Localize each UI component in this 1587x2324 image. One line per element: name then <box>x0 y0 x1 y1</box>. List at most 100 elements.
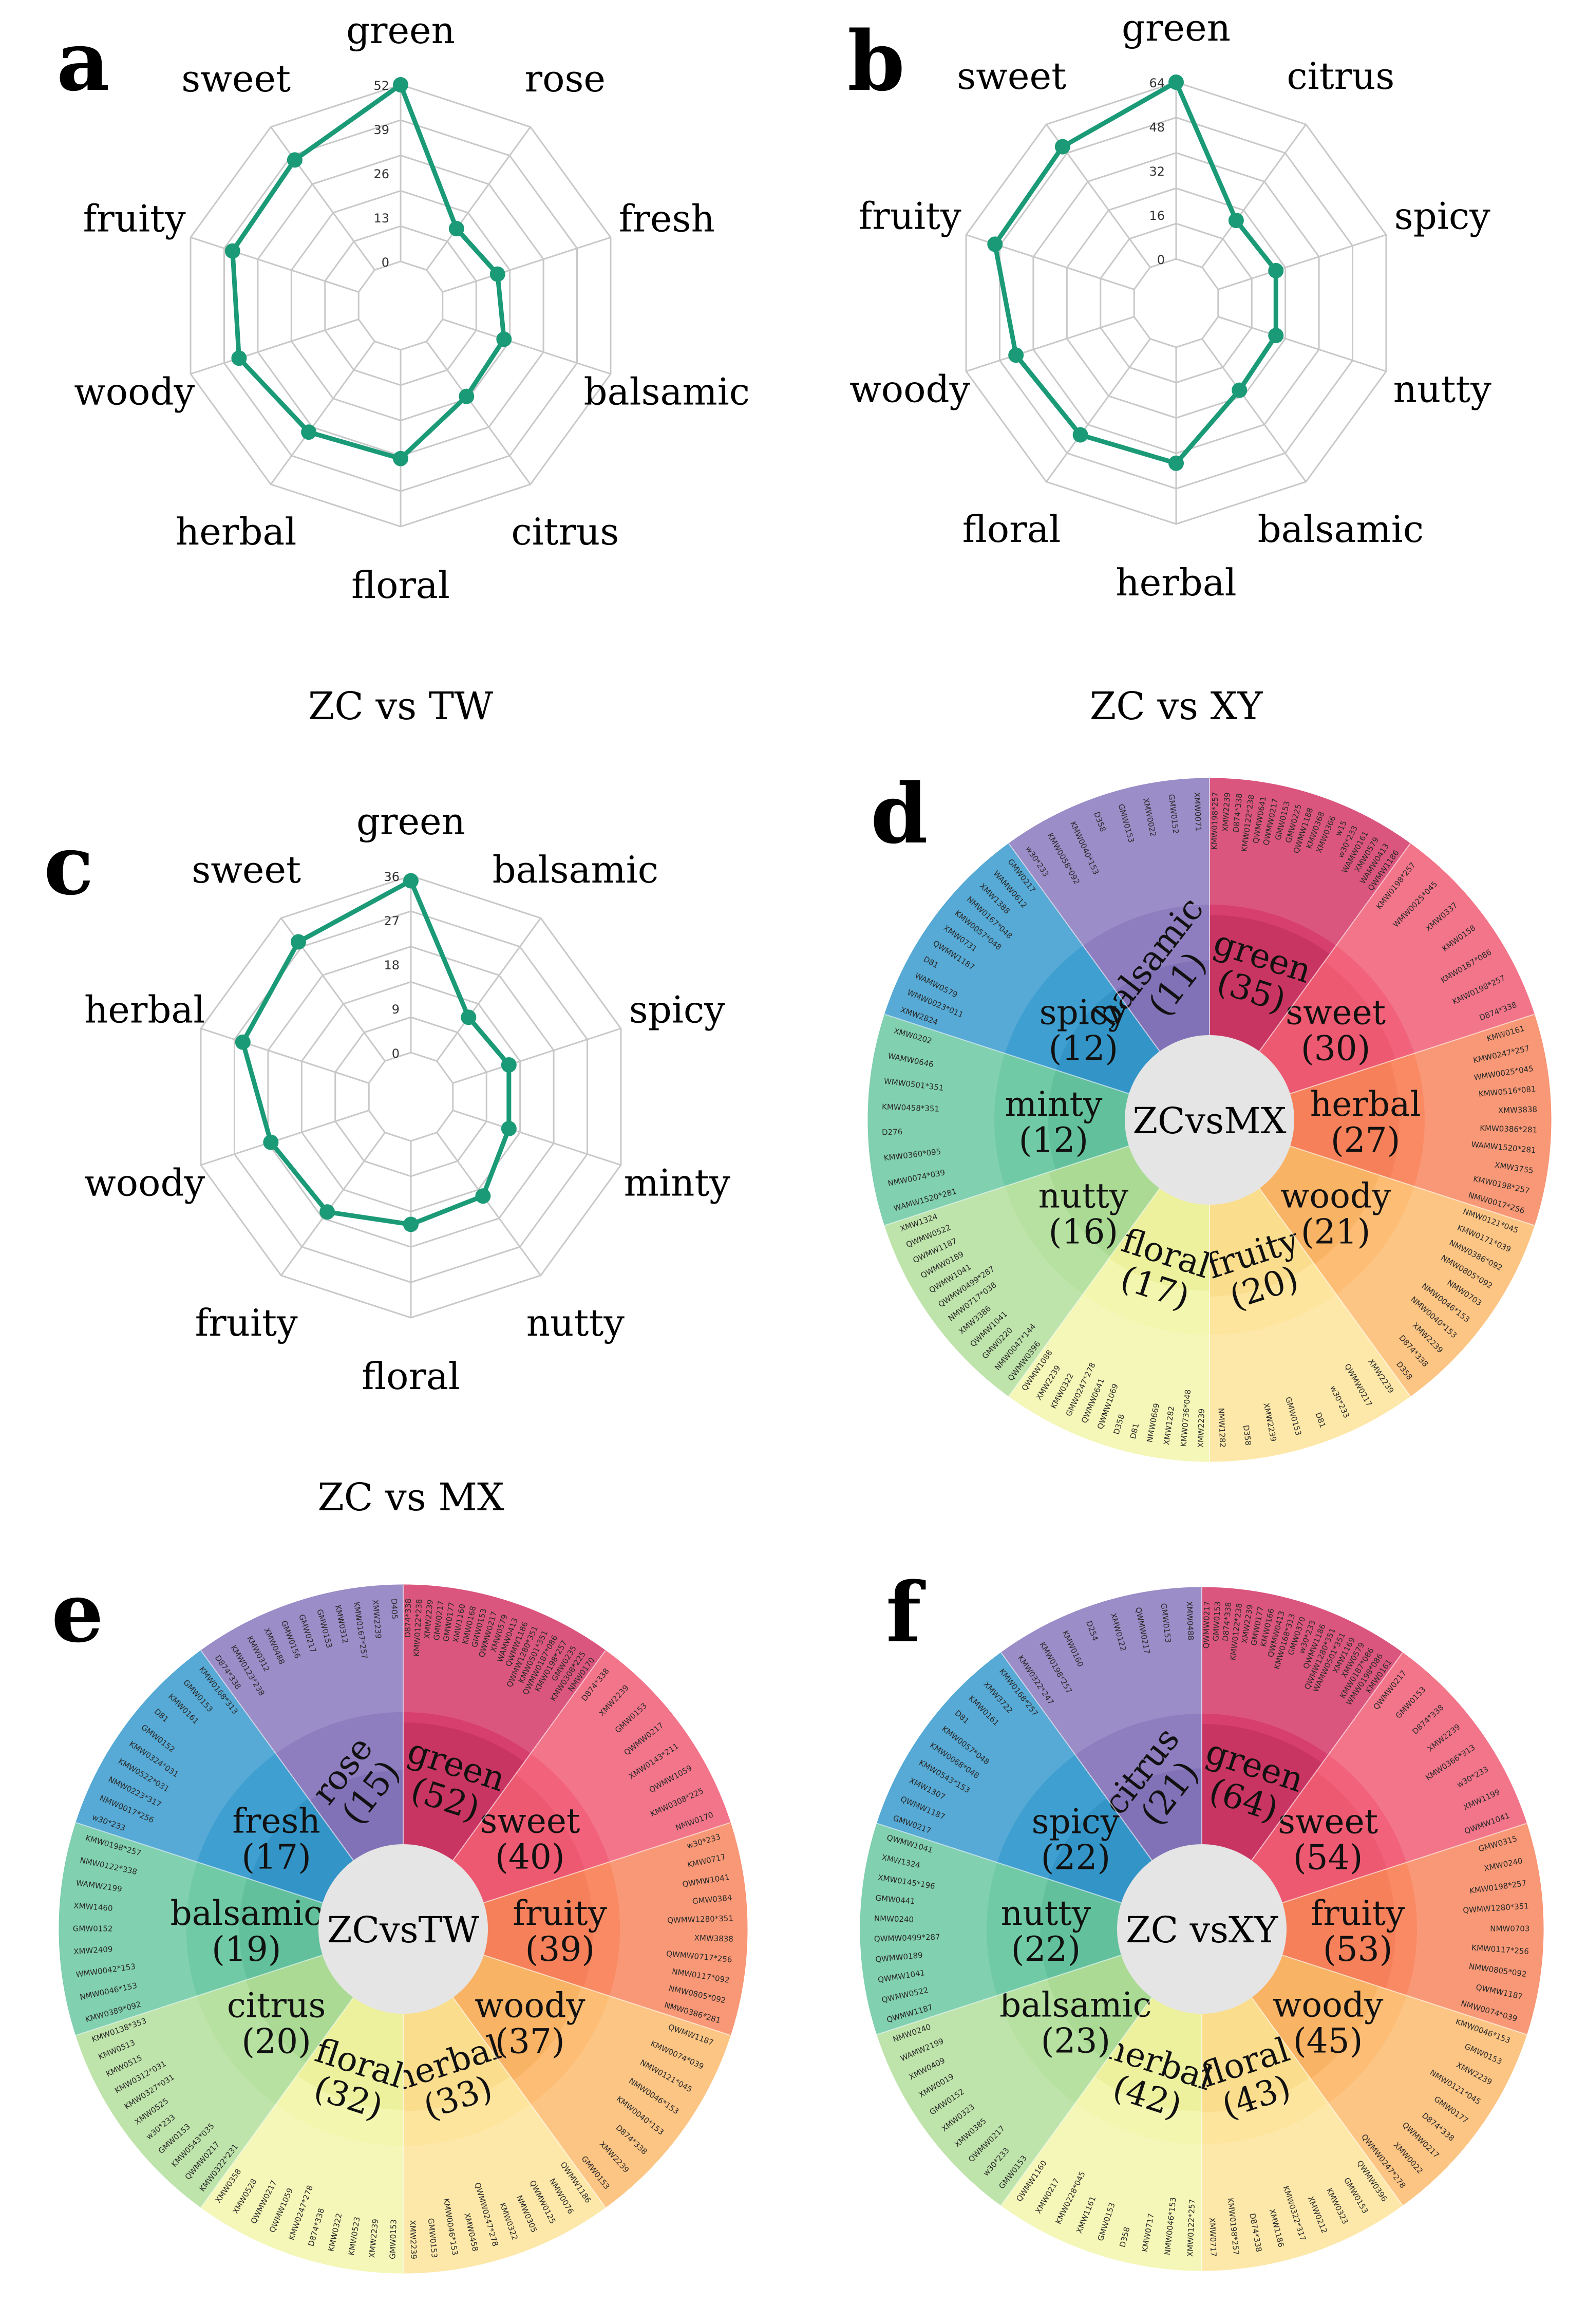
sector-count: (12) <box>1019 1120 1088 1160</box>
sector-herbal: KMW0161KMW0247*257WMW0025*045KMW0516*081… <box>1290 1014 1552 1226</box>
sector-item-label: XMW3838 <box>1498 1104 1538 1115</box>
sector-separator <box>877 1955 1122 2035</box>
radar-title-a: ZC vs TW <box>308 684 493 728</box>
radar-axis-label-green: green <box>356 800 465 843</box>
sector-inner <box>310 1770 403 1861</box>
sector-name: woody <box>1280 1176 1391 1215</box>
sector-inner <box>1040 1879 1122 1979</box>
sector-count: (20) <box>241 2021 311 2061</box>
radar-point-fruity <box>987 236 1003 252</box>
radar-axis-label-green: green <box>1122 6 1231 49</box>
sector-name: fruity <box>513 1894 607 1933</box>
sector-name: sweet <box>1278 1802 1378 1842</box>
sector-outer-ring <box>877 1653 1075 1863</box>
panel-letter-b: b <box>847 13 905 109</box>
sector-outer-ring <box>1210 778 1410 946</box>
sector-name: minty <box>1005 1084 1103 1124</box>
radar-point-green <box>403 873 419 889</box>
radar-chart-b: 016324864greencitrusspicynuttybalsamiche… <box>849 6 1491 604</box>
radar-spoke <box>200 1027 369 1084</box>
radar-axis-label-woody: woody <box>849 367 970 410</box>
sector-separator <box>200 1650 354 1861</box>
sector-separator <box>1290 1014 1535 1094</box>
radar-axis-label-fruity: fruity <box>859 195 961 238</box>
sector-count: (27) <box>1331 1120 1400 1160</box>
radar-spoke <box>1201 124 1307 268</box>
radar-spoke <box>426 341 531 485</box>
sector-outer-ring <box>75 1650 276 1862</box>
sector-herbal: QWMW1186NMW0076QWMW0125NMW0305KMW0322QWM… <box>388 1997 606 2274</box>
sector-inner <box>1282 1869 1395 1989</box>
sector-count: (54) <box>1293 1838 1363 1878</box>
sector-inner <box>452 1955 581 2081</box>
sector-separator <box>877 1823 1122 1903</box>
sector-outer-ring <box>201 2104 403 2273</box>
radar-axis-label-sweet: sweet <box>192 848 301 891</box>
sector-separator <box>1259 843 1411 1052</box>
sector-count: (53) <box>1323 1929 1392 1969</box>
sector-fresh: w30*233NMW0017*256NMW0223*317KMW0522*031… <box>75 1650 354 1903</box>
sector-title-group: spicy(22) <box>1032 1802 1120 1878</box>
radar-spoke <box>1218 316 1387 372</box>
sector-name: citrus <box>227 1985 326 2025</box>
sector-item-label: QWMW0217 <box>1202 1601 1212 1649</box>
sector-title-group: woody(21) <box>1280 1176 1391 1251</box>
sector-separator <box>452 1997 606 2208</box>
sector-outer-ring <box>860 1823 997 2035</box>
radar-tick-label: 18 <box>384 958 400 972</box>
radar-tick-label: 52 <box>373 79 389 93</box>
radar-spoke <box>452 1110 621 1166</box>
sector-item-label: XMW0071 <box>1192 792 1203 832</box>
sector-outer-ring <box>1406 1823 1543 2035</box>
radar-tick-label: 36 <box>384 870 400 884</box>
sector-separator <box>75 1955 323 2036</box>
sector-inner <box>1055 989 1160 1094</box>
radar-axis-label-herbal: herbal <box>84 988 205 1032</box>
radar-point-sweet <box>287 152 303 168</box>
radar-point-herbal <box>1168 455 1184 471</box>
sector-item-label: XMW2239 <box>408 2220 418 2259</box>
sector-outer-ring <box>403 1585 606 1754</box>
sector-title-group: fruity(39) <box>513 1894 607 1969</box>
sector-outer-ring <box>1328 1653 1527 1863</box>
radar-spoke <box>270 341 375 485</box>
radar-point-green <box>1168 74 1184 90</box>
sector-outer-ring <box>201 1585 403 1754</box>
sector-count: (45) <box>1293 2021 1363 2060</box>
radar-axis-label-floral: floral <box>362 1355 460 1398</box>
sector-hub-label: ZCvsTW <box>327 1909 479 1951</box>
sector-title-group: sweet(30) <box>1286 993 1386 1069</box>
sector-inner <box>1251 1771 1387 1903</box>
radar-axis-label-balsamic: balsamic <box>1258 508 1424 551</box>
sector-title-group: spicy(12) <box>1040 993 1128 1069</box>
radar-tick-label: 0 <box>392 1046 400 1061</box>
radar-axis-label-herbal: herbal <box>176 510 296 553</box>
radar-point-citrus <box>459 388 475 404</box>
sector-item-label: QWMW0499*287 <box>874 1933 940 1944</box>
radar-axis-label-sweet: sweet <box>957 54 1066 98</box>
sector-count: (19) <box>212 1929 281 1969</box>
sector-hub <box>1125 1035 1294 1205</box>
radar-point-sweet <box>1054 139 1070 155</box>
sector-outer-ring <box>884 1186 1083 1396</box>
sector-separator <box>75 1822 323 1903</box>
radar-point-nutty <box>1268 328 1284 344</box>
radar-spoke <box>442 236 611 293</box>
sector-item-label: KMW0386*281 <box>1480 1123 1537 1135</box>
radar-tick-label: 27 <box>384 914 400 928</box>
radar-point-balsamic <box>496 331 512 347</box>
sector-title-group: minty(12) <box>1005 1084 1103 1160</box>
sector-item-label: XMW1460 <box>73 1901 113 1913</box>
sector-outer-ring <box>1336 1186 1535 1396</box>
radar-axis-label-green: green <box>346 9 455 52</box>
radar-title-c: ZC vs MX <box>317 1475 504 1520</box>
radar-chart-c: 0 9 18 27 36 green balsamic spicy minty nutty flor… <box>84 800 730 1398</box>
sector-outer-ring <box>1202 2103 1403 2271</box>
radar-spoke <box>280 1132 386 1276</box>
sector-item-label: XMW0488 <box>1184 1601 1195 1641</box>
sector-title-group: balsamic(19) <box>171 1894 323 1969</box>
radar-spoke <box>436 1132 541 1276</box>
sector-name: nutty <box>1001 1894 1091 1933</box>
sector-outer-ring <box>1009 1294 1210 1461</box>
